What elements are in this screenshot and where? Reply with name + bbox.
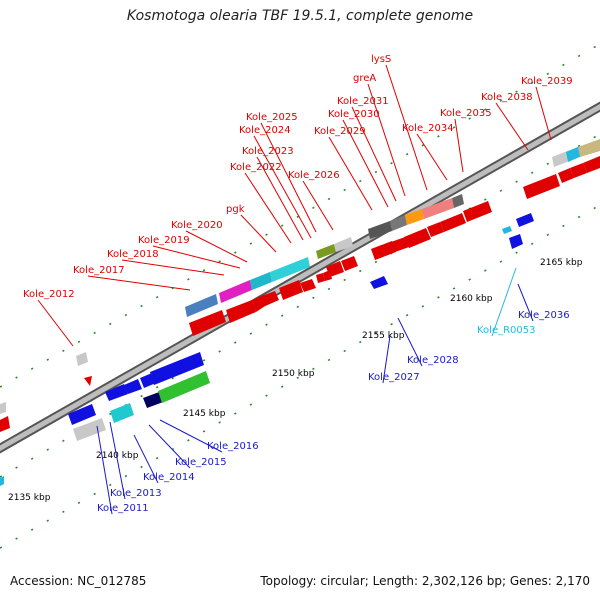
forward-genes xyxy=(185,139,600,336)
map-title: Kosmotoga olearia TBF 19.5.1, complete g… xyxy=(126,8,474,24)
forward-gene-label: Kole_2022 xyxy=(230,162,282,173)
leader-line xyxy=(256,156,304,241)
leader-line xyxy=(159,419,223,453)
tick-label: 2145 kbp xyxy=(183,409,226,419)
leader-line xyxy=(133,434,159,484)
label-leaders xyxy=(37,64,552,515)
leader-line xyxy=(253,135,312,239)
leader-line xyxy=(148,424,191,469)
leader-line xyxy=(240,214,277,253)
leader-line xyxy=(454,118,464,173)
forward-gene-label: Kole_2031 xyxy=(337,96,389,107)
leader-line xyxy=(397,317,423,367)
forward-gene-label: lysS xyxy=(371,54,391,65)
forward-gene-label: Kole_2019 xyxy=(138,235,190,246)
tick-labels: 2135 kbp 2140 kbp 2145 kbp 2150 kbp 2155… xyxy=(8,258,583,503)
accession-text: Accession: NC_012785 xyxy=(10,574,147,588)
feature-labels: Kole_2012 Kole_2017 Kole_2018 Kole_2019 Kole… xyxy=(23,54,573,514)
forward-gene-label: Kole_2035 xyxy=(440,108,492,119)
forward-gene-label: Kole_2038 xyxy=(481,92,533,103)
forward-gene-label: Kole_2020 xyxy=(171,220,223,231)
forward-gene-label: Kole_2025 xyxy=(246,112,298,123)
forward-gene-label: Kole_2039 xyxy=(521,76,573,87)
tick-label: 2160 kbp xyxy=(450,294,493,304)
forward-gene-label: Kole_2026 xyxy=(288,170,340,181)
leader-line xyxy=(87,275,191,291)
forward-gene-label: greA xyxy=(353,73,376,84)
leader-line xyxy=(152,245,241,269)
leader-line xyxy=(244,172,292,244)
forward-gene-label: pgk xyxy=(226,204,245,215)
forward-gene-label: Kole_2030 xyxy=(328,109,380,120)
forward-gene-label: Kole_2018 xyxy=(107,249,159,260)
reverse-gene-label: Kole_2013 xyxy=(110,488,162,499)
reverse-gene-label: Kole_2014 xyxy=(143,472,195,483)
reverse-gene-label: Kole_2027 xyxy=(368,372,420,383)
tick-label: 2150 kbp xyxy=(272,369,315,379)
reverse-gene-label: Kole_2015 xyxy=(175,457,227,468)
tick-label: 2155 kbp xyxy=(362,331,405,341)
leader-line xyxy=(382,335,391,384)
guide-lines xyxy=(0,43,600,549)
leader-line xyxy=(367,83,406,197)
forward-gene-label: Kole_2034 xyxy=(402,123,454,134)
genome-summary-text: Topology: circular; Length: 2,302,126 bp… xyxy=(260,574,590,588)
leader-line xyxy=(96,425,113,515)
leader-line xyxy=(342,119,389,208)
forward-gene-label: Kole_2023 xyxy=(242,146,294,157)
reverse-gene-label: Kole_2036 xyxy=(518,310,570,321)
leader-line xyxy=(185,230,248,263)
tick-label: 2135 kbp xyxy=(8,493,51,503)
leader-line xyxy=(495,102,529,151)
leader-line xyxy=(37,299,74,347)
reverse-gene-label: Kole_R0053 xyxy=(477,325,536,336)
leader-line xyxy=(491,267,517,337)
reverse-gene-label: Kole_2011 xyxy=(97,503,149,514)
forward-gene-label: Kole_2024 xyxy=(239,125,291,136)
leader-line xyxy=(328,136,373,211)
leader-line xyxy=(109,421,126,500)
forward-gene-label: Kole_2029 xyxy=(314,126,366,137)
reverse-gene-label: Kole_2016 xyxy=(207,441,259,452)
leader-line xyxy=(302,180,334,231)
genome-backbone xyxy=(0,101,600,454)
reverse-genes xyxy=(0,213,534,486)
forward-gene-label: Kole_2017 xyxy=(73,265,125,276)
leader-line xyxy=(351,106,397,202)
leader-line xyxy=(416,133,448,181)
tick-label: 2140 kbp xyxy=(96,451,139,461)
reverse-gene-label: Kole_2028 xyxy=(407,355,459,366)
forward-gene-label: Kole_2012 xyxy=(23,289,75,300)
leader-line xyxy=(385,64,428,191)
leader-line xyxy=(121,259,225,276)
leader-line xyxy=(535,86,552,141)
tick-label: 2165 kbp xyxy=(540,258,583,268)
leader-line xyxy=(260,122,317,233)
leader-line xyxy=(517,283,534,322)
